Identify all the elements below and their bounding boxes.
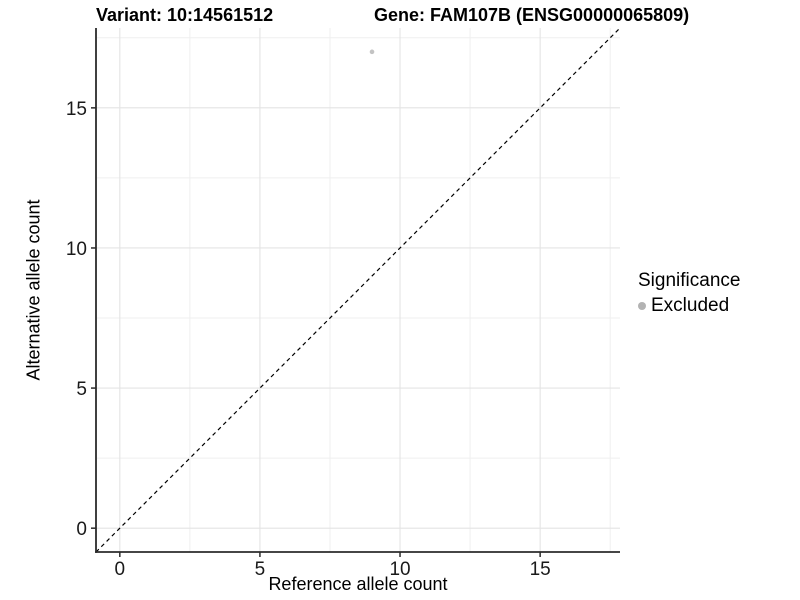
- legend-point-swatch: [638, 302, 646, 310]
- legend-entry-label: Excluded: [651, 295, 730, 316]
- data-point: [369, 49, 375, 55]
- x-tick-label: 5: [255, 559, 266, 580]
- x-axis-title: Reference allele count: [268, 574, 448, 594]
- gene-title: Gene: FAM107B (ENSG00000065809): [374, 5, 690, 25]
- y-tick-label: 15: [66, 99, 87, 120]
- x-tick-label: 10: [389, 559, 410, 580]
- variant-title: Variant: 10:14561512: [96, 5, 274, 25]
- y-tick-label: 5: [76, 379, 87, 400]
- identity-dashed-line: [95, 27, 621, 553]
- y-tick-label: 10: [66, 239, 87, 260]
- x-tick-label: 0: [115, 559, 126, 580]
- legend: Significance Excluded: [638, 270, 740, 317]
- legend-title: Significance: [638, 270, 741, 291]
- legend-entry: Excluded: [638, 295, 740, 317]
- y-tick-label: 0: [76, 519, 87, 540]
- x-tick-label: 15: [530, 559, 551, 580]
